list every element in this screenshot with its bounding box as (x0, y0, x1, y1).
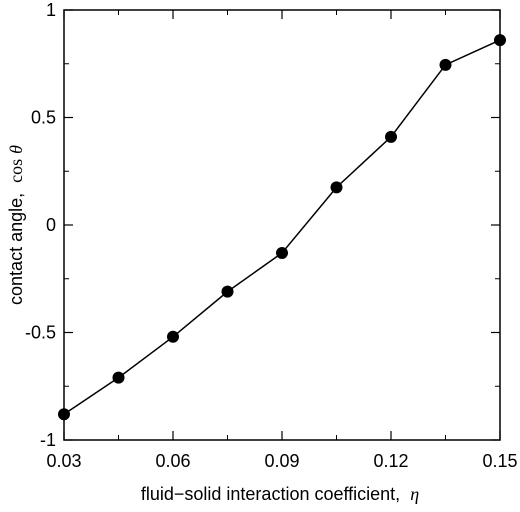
data-point (167, 330, 179, 343)
series-line (63, 39, 501, 415)
y-tick-label: -0.5 (25, 323, 56, 343)
x-tick-label: 0.12 (373, 451, 408, 471)
data-point (112, 371, 125, 384)
x-axis-label-text: fluid−solid interaction coefficient, (141, 484, 400, 504)
x-tick-label: 0.09 (264, 451, 299, 471)
x-axis-label: fluid−solid interaction coefficient, η (141, 484, 419, 504)
data-point (330, 181, 343, 194)
y-tick-label: 1 (46, 0, 56, 20)
x-tick-label: 0.06 (155, 451, 190, 471)
x-axis-symbol: η (410, 484, 419, 504)
plot-frame (63, 9, 501, 441)
axis-ticks (63, 9, 501, 441)
plot-area (63, 9, 501, 441)
x-tick-label: 0.03 (46, 451, 81, 471)
y-axis-label: contact angle, cos θ (6, 145, 26, 305)
data-series (58, 34, 506, 421)
y-axis-symbol: θ (6, 145, 26, 154)
data-point (494, 34, 506, 47)
tick-labels: 0.03 0.06 0.09 0.12 0.15 -1 -0.5 0 0.5 1 (25, 0, 518, 471)
data-point (385, 130, 397, 143)
y-tick-label: 0.5 (31, 108, 56, 128)
data-point (276, 246, 288, 259)
y-tick-label: -1 (40, 430, 56, 450)
data-point (439, 58, 452, 71)
data-point (58, 408, 70, 421)
y-axis-function: cos (6, 159, 26, 183)
y-axis-label-text: contact angle, (6, 193, 26, 305)
data-point (221, 285, 234, 298)
x-tick-label: 0.15 (482, 451, 517, 471)
y-tick-label: 0 (46, 215, 56, 235)
